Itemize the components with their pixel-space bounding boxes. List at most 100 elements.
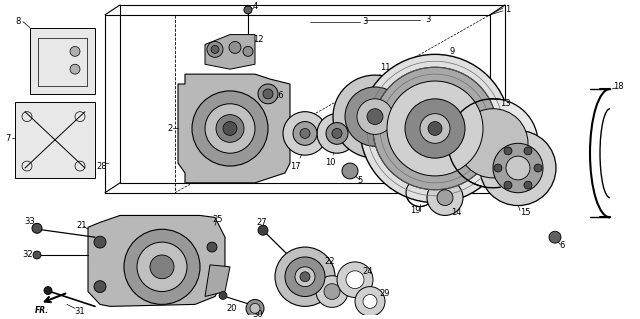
Circle shape (205, 104, 255, 153)
Circle shape (367, 109, 383, 124)
Circle shape (263, 89, 273, 99)
Circle shape (244, 6, 252, 14)
Circle shape (211, 46, 219, 53)
Circle shape (243, 47, 253, 56)
Circle shape (216, 115, 244, 142)
Polygon shape (88, 215, 225, 306)
Circle shape (150, 255, 174, 279)
Bar (45, 77, 63, 85)
Text: 12: 12 (253, 35, 263, 44)
Circle shape (428, 122, 442, 135)
Circle shape (285, 257, 325, 296)
Circle shape (534, 164, 542, 172)
Text: 4: 4 (252, 3, 258, 11)
Circle shape (324, 284, 340, 300)
Circle shape (192, 91, 268, 166)
Polygon shape (205, 34, 255, 69)
Circle shape (246, 300, 264, 317)
Text: 25: 25 (212, 215, 223, 224)
Circle shape (420, 114, 450, 143)
Circle shape (342, 163, 358, 179)
Circle shape (293, 122, 317, 145)
Circle shape (219, 292, 227, 300)
Circle shape (524, 181, 532, 189)
Text: 22: 22 (324, 257, 335, 266)
Circle shape (504, 181, 512, 189)
Circle shape (387, 81, 483, 176)
Circle shape (506, 156, 530, 180)
Text: 2: 2 (168, 124, 173, 133)
Text: 6: 6 (559, 241, 564, 249)
Circle shape (94, 236, 106, 248)
Circle shape (33, 251, 41, 259)
Text: 15: 15 (520, 208, 531, 217)
Text: 20: 20 (227, 304, 237, 313)
Circle shape (275, 247, 335, 306)
Circle shape (427, 180, 463, 215)
Circle shape (493, 143, 543, 193)
Text: 3: 3 (425, 15, 430, 24)
Circle shape (480, 130, 556, 205)
Circle shape (44, 286, 52, 294)
Text: 31: 31 (75, 307, 85, 316)
Circle shape (458, 109, 528, 178)
Circle shape (360, 54, 510, 203)
Circle shape (504, 147, 512, 155)
Polygon shape (178, 74, 290, 183)
Text: 7: 7 (5, 134, 11, 143)
Polygon shape (30, 28, 95, 94)
Text: 8: 8 (15, 17, 20, 26)
Circle shape (207, 242, 217, 252)
Circle shape (345, 87, 405, 146)
Text: 32: 32 (22, 250, 33, 259)
Circle shape (357, 99, 393, 134)
Text: 24: 24 (363, 267, 373, 276)
Text: 18: 18 (612, 83, 623, 92)
Circle shape (229, 41, 241, 53)
Circle shape (549, 231, 561, 243)
Circle shape (448, 99, 538, 188)
Text: 21: 21 (77, 221, 87, 230)
Text: 1: 1 (505, 5, 510, 14)
Text: 23: 23 (317, 277, 327, 286)
Text: 5: 5 (357, 176, 363, 185)
Circle shape (94, 281, 106, 293)
Circle shape (524, 147, 532, 155)
Text: 9: 9 (449, 47, 454, 56)
Circle shape (326, 122, 348, 144)
Polygon shape (205, 265, 230, 296)
Circle shape (258, 84, 278, 104)
Circle shape (494, 164, 502, 172)
Circle shape (437, 190, 453, 205)
Circle shape (70, 64, 80, 74)
Circle shape (258, 225, 268, 235)
Circle shape (283, 112, 327, 155)
Text: 3: 3 (362, 17, 368, 26)
Circle shape (295, 267, 315, 286)
Circle shape (373, 67, 497, 190)
Text: 17: 17 (290, 161, 300, 171)
Circle shape (333, 75, 417, 158)
Text: 13: 13 (500, 99, 510, 108)
Circle shape (300, 129, 310, 138)
Circle shape (337, 262, 373, 298)
Text: 29: 29 (380, 289, 390, 298)
Circle shape (405, 99, 465, 158)
Text: 10: 10 (324, 158, 335, 167)
Bar (186, 94, 206, 163)
Text: 26: 26 (340, 277, 350, 286)
Circle shape (70, 47, 80, 56)
Text: 11: 11 (380, 63, 390, 72)
Circle shape (32, 223, 42, 233)
Circle shape (250, 303, 260, 313)
Circle shape (124, 229, 200, 304)
Text: 19: 19 (410, 206, 420, 215)
Circle shape (346, 271, 364, 289)
Bar (20, 107, 90, 173)
Text: FR.: FR. (35, 306, 49, 315)
Circle shape (207, 41, 223, 57)
Circle shape (300, 272, 310, 282)
Circle shape (223, 122, 237, 135)
Circle shape (317, 114, 357, 153)
Circle shape (316, 276, 348, 308)
